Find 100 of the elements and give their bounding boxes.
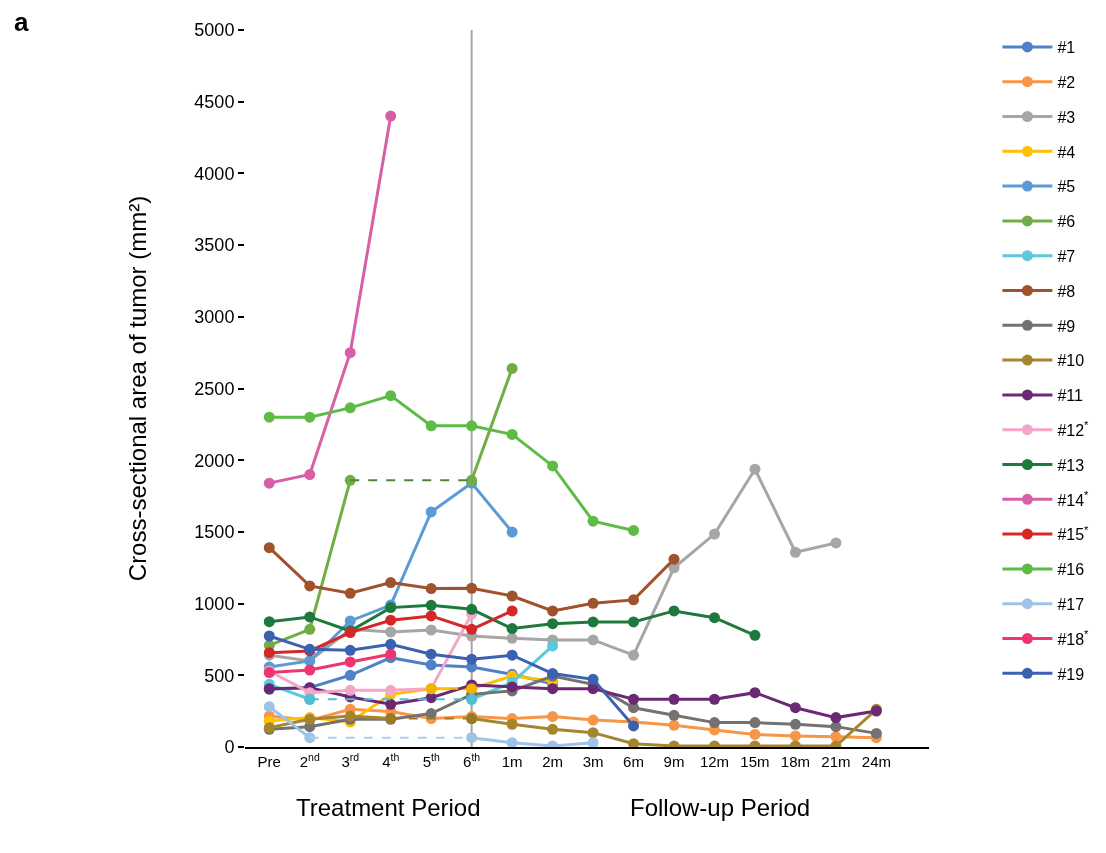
- point: [466, 420, 478, 432]
- point: [466, 603, 478, 615]
- text: a: [14, 7, 29, 37]
- point: [304, 469, 316, 481]
- point: [304, 411, 316, 423]
- legend-label: #5: [1057, 178, 1076, 196]
- y-tick-label: 2500: [194, 378, 235, 399]
- point: [749, 687, 761, 699]
- point: [830, 537, 842, 549]
- point: [304, 611, 316, 623]
- legend-label: #13: [1057, 456, 1085, 474]
- point: [263, 542, 275, 554]
- point: [344, 615, 356, 627]
- y-axis-title: Cross-sectional area of tumor (mm²): [124, 195, 152, 582]
- point: [344, 402, 356, 414]
- point: [263, 616, 275, 628]
- point: [344, 656, 356, 668]
- point: [425, 420, 437, 432]
- point: [506, 605, 518, 617]
- point: [668, 553, 680, 565]
- y-tick-label: 500: [204, 665, 235, 686]
- x-tick-label: 1m: [501, 753, 523, 770]
- y-tick-label: 3500: [194, 235, 235, 256]
- x-tick-label: 3m: [582, 753, 604, 770]
- point: [708, 528, 720, 540]
- point: [385, 698, 397, 710]
- point: [830, 712, 842, 724]
- point: [263, 701, 275, 713]
- x-tick-label: 6$^{th}$: [463, 750, 481, 770]
- point: [506, 681, 518, 693]
- point: [870, 727, 882, 739]
- point: [587, 634, 599, 646]
- point: [263, 477, 275, 489]
- x-tick-label: 21m: [821, 753, 851, 770]
- point: [425, 648, 437, 660]
- legend-label: #9: [1057, 317, 1076, 335]
- x-tick-label: 24m: [861, 753, 891, 770]
- y-tick-label: 1500: [194, 522, 235, 543]
- point: [506, 632, 518, 644]
- y-tick-label: 5000: [194, 20, 235, 41]
- point: [668, 719, 680, 731]
- x-tick-label: 15m: [740, 753, 770, 770]
- point: [344, 644, 356, 656]
- point: [628, 738, 640, 747]
- point: [506, 649, 518, 661]
- point: [466, 582, 478, 594]
- point: [668, 709, 680, 721]
- point: [789, 702, 801, 714]
- point: [547, 683, 559, 695]
- point: [547, 640, 559, 652]
- point: [344, 684, 356, 696]
- y-tick-label: 3000: [194, 307, 235, 328]
- point: [628, 649, 640, 661]
- point: [344, 669, 356, 681]
- point: [749, 463, 761, 475]
- point: [425, 583, 437, 595]
- point: [628, 720, 640, 732]
- point: [344, 347, 356, 359]
- point: [587, 714, 599, 726]
- point: [385, 390, 397, 402]
- point: [263, 411, 275, 423]
- point: [708, 717, 720, 729]
- point: [385, 614, 397, 626]
- point: [506, 526, 518, 538]
- point: [304, 623, 316, 635]
- point: [749, 717, 761, 729]
- point: [385, 684, 397, 696]
- x-tick-label: 18m: [780, 753, 811, 770]
- point: [628, 616, 640, 628]
- point: [466, 623, 478, 635]
- y-tick-label: 4500: [194, 92, 235, 112]
- point: [628, 594, 640, 606]
- point: [425, 659, 437, 671]
- text: Treatment Period: [296, 794, 481, 821]
- point: [506, 590, 518, 602]
- x-tick-label: 4$^{th}$: [382, 750, 400, 770]
- legend-label: #6: [1057, 213, 1076, 231]
- legend-label: #12$^{*}$: [1057, 419, 1090, 439]
- point: [547, 723, 559, 735]
- point: [263, 630, 275, 642]
- point: [587, 737, 599, 747]
- point: [344, 587, 356, 599]
- point: [506, 428, 518, 440]
- legend-label: #11: [1057, 387, 1084, 405]
- legend-label: #7: [1057, 247, 1076, 265]
- y-tick-label: 1000: [194, 593, 235, 614]
- legend-label: #8: [1057, 282, 1076, 300]
- point: [547, 605, 559, 617]
- legend-label: #19: [1057, 665, 1085, 683]
- point: [385, 626, 397, 638]
- point: [466, 732, 478, 744]
- point: [789, 730, 801, 742]
- y-tick-label: 0: [224, 737, 235, 758]
- point: [506, 362, 518, 374]
- point: [425, 610, 437, 622]
- legend-label: #2: [1057, 73, 1076, 91]
- x-tick-label: Pre: [257, 753, 281, 770]
- point: [385, 577, 397, 589]
- point: [385, 638, 397, 650]
- point: [304, 580, 316, 592]
